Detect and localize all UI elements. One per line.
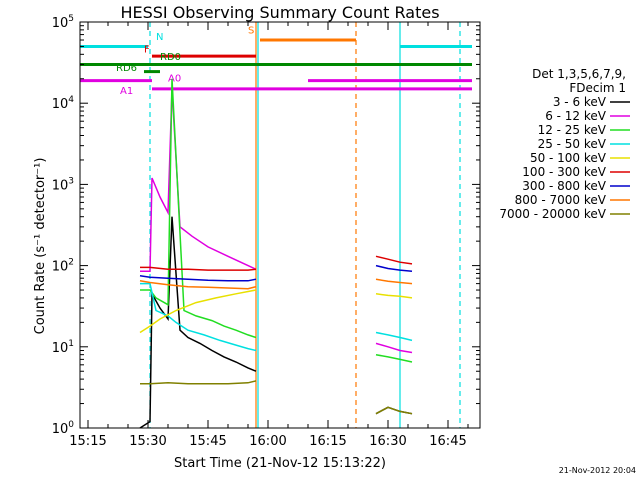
series-line-7000-20000-kev xyxy=(375,406,413,415)
y-tick-label: 100 xyxy=(52,420,75,437)
timestamp-annotation: 21-Nov-2012 20:04 xyxy=(559,466,636,475)
x-tick-label: 15:45 xyxy=(189,434,226,449)
x-axis-label: Start Time (21-Nov-12 15:13:22) xyxy=(174,456,386,471)
legend-entry-label: 300 - 800 keV xyxy=(522,179,606,193)
flag-label-n: N xyxy=(156,32,163,43)
series-line-50-100-kev xyxy=(139,289,257,334)
series-line-12-25-kev xyxy=(375,353,413,363)
legend-title: Det 1,3,5,6,7,9, xyxy=(532,67,626,81)
plot-frame xyxy=(79,21,481,429)
legend-entry-label: 800 - 7000 keV xyxy=(515,193,607,207)
series-line-300-800-kev xyxy=(139,274,257,282)
series-line-800-7000-kev xyxy=(375,278,413,285)
series-line-800-7000-kev xyxy=(139,280,257,290)
series-line-25-50-kev xyxy=(140,282,257,352)
y-tick-label: 101 xyxy=(52,339,74,356)
legend-entry-label: 3 - 6 keV xyxy=(553,95,607,109)
legend-entry-label: 12 - 25 keV xyxy=(538,123,607,137)
x-tick-label: 15:15 xyxy=(69,434,106,449)
flag-label-f: F xyxy=(144,45,150,56)
series-line-50-100-kev xyxy=(375,293,413,299)
plot-data-layer: NF RD0 RD6 A0 A1 S xyxy=(80,22,472,429)
chart-title: HESSI Observing Summary Count Rates xyxy=(120,3,439,22)
x-tick-label: 16:45 xyxy=(429,434,466,449)
legend-entry-label: 50 - 100 keV xyxy=(530,151,607,165)
series-line-100-300-kev xyxy=(375,255,413,265)
y-tick-label: 105 xyxy=(52,14,74,31)
series-line-300-800-kev xyxy=(375,264,413,273)
legend-entry-label: 6 - 12 keV xyxy=(545,109,607,123)
x-tick-label: 16:15 xyxy=(309,434,346,449)
legend-entry-label: 25 - 50 keV xyxy=(538,137,607,151)
series-line-12-25-kev xyxy=(140,78,257,339)
y-tick-label: 102 xyxy=(52,258,74,275)
series-line-6-12-kev xyxy=(375,342,413,354)
legend-title: FDecim 1 xyxy=(569,81,626,95)
series-line-100-300-kev xyxy=(140,266,257,271)
x-tick-label: 15:30 xyxy=(129,434,166,449)
x-tick-label: 16:30 xyxy=(369,434,406,449)
y-tick-label: 104 xyxy=(52,95,75,112)
series-line-7000-20000-kev xyxy=(140,380,257,385)
y-tick-label: 103 xyxy=(52,176,74,193)
flag-label-rd6: RD6 xyxy=(116,63,137,74)
y-axis-label: Count Rate (s⁻¹ detector⁻¹) xyxy=(33,158,48,335)
flag-label-a1: A1 xyxy=(120,86,133,97)
legend-entry-label: 100 - 300 keV xyxy=(522,165,606,179)
flag-label-rd0: RD0 xyxy=(160,52,181,63)
flag-label-a0: A0 xyxy=(168,74,181,85)
x-tick-label: 16:00 xyxy=(249,434,286,449)
flag-label-s: S xyxy=(248,26,254,37)
series-line-25-50-kev xyxy=(375,331,413,342)
legend-entry-label: 7000 - 20000 keV xyxy=(499,207,606,221)
axis-layer: 15:15 15:30 15:45 16:00 16:15 16:30 16:45 100 10… xyxy=(52,14,481,449)
